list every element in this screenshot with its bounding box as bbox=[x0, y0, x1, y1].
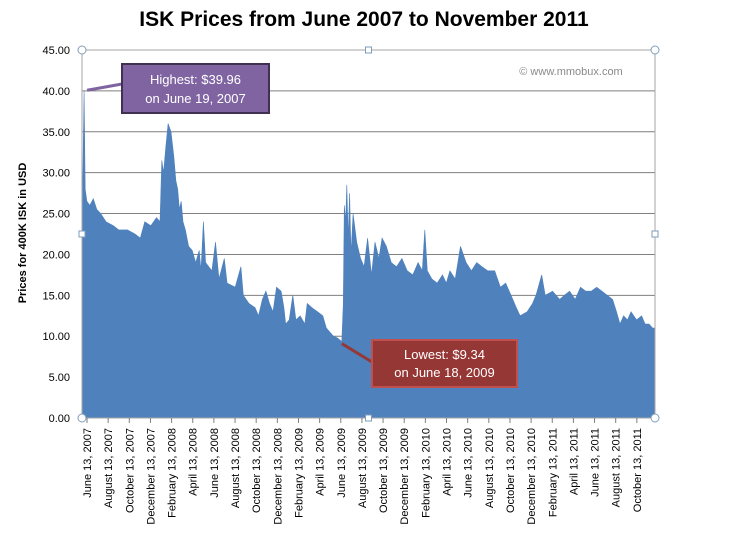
corner-resize-handle[interactable] bbox=[650, 413, 660, 423]
edge-resize-handle[interactable] bbox=[78, 230, 86, 238]
x-tick-label: June 13, 2011 bbox=[590, 428, 602, 497]
edge-resize-handle[interactable] bbox=[365, 414, 372, 422]
chart-title: ISK Prices from June 2007 to November 20… bbox=[139, 8, 589, 31]
x-tick-label: October 13, 2008 bbox=[251, 428, 263, 513]
x-tick-label: April 13, 2010 bbox=[442, 428, 454, 496]
y-tick-label: 10.00 bbox=[42, 331, 70, 343]
x-tick-label: August 13, 2007 bbox=[103, 428, 115, 508]
y-tick-label: 25.00 bbox=[42, 209, 70, 221]
x-tick-label: October 13, 2009 bbox=[378, 428, 390, 513]
lowest-callout-leader bbox=[341, 342, 373, 364]
y-tick-label: 40.00 bbox=[42, 86, 70, 98]
x-tick-label: December 13, 2008 bbox=[272, 428, 284, 525]
corner-resize-handle[interactable] bbox=[77, 413, 87, 423]
edge-resize-handle[interactable] bbox=[365, 46, 372, 54]
x-tick-label: June 13, 2008 bbox=[209, 428, 221, 498]
highest-callout-leader bbox=[86, 82, 123, 92]
y-tick-label: 30.00 bbox=[42, 168, 70, 180]
y-tick-label: 35.00 bbox=[42, 127, 70, 139]
x-tick-label: October 13, 2011 bbox=[632, 428, 644, 512]
highest-callout-box bbox=[121, 63, 270, 114]
y-tick-label: 15.00 bbox=[42, 290, 70, 302]
x-tick-label: February 13, 2009 bbox=[293, 428, 305, 518]
x-tick-label: August 13, 2008 bbox=[230, 428, 242, 508]
x-tick-label: June 13, 2007 bbox=[82, 428, 94, 498]
x-tick-label: April 13, 2009 bbox=[315, 428, 327, 496]
highest-callout-value: Highest: $39.96 bbox=[150, 72, 241, 87]
lowest-callout-value: Lowest: $9.34 bbox=[404, 347, 485, 362]
x-tick-label: February 13, 2010 bbox=[420, 428, 432, 518]
x-tick-label: December 13, 2010 bbox=[526, 428, 538, 525]
x-tick-label: June 13, 2010 bbox=[463, 428, 475, 498]
lowest-callout-box bbox=[371, 339, 518, 388]
watermark-text: © www.mmobux.com bbox=[519, 66, 622, 78]
x-tick-label: December 13, 2009 bbox=[399, 428, 411, 525]
x-tick-label: June 13, 2009 bbox=[336, 428, 348, 498]
price-area-series bbox=[81, 91, 656, 419]
corner-resize-handle[interactable] bbox=[77, 45, 87, 55]
x-tick-label: December 13, 2007 bbox=[145, 428, 157, 525]
x-tick-label: August 13, 2010 bbox=[484, 428, 496, 508]
y-tick-label: 5.00 bbox=[49, 372, 70, 384]
lowest-callout-date: on June 18, 2009 bbox=[394, 365, 494, 380]
lowest-callout: Lowest: $9.34 on June 18, 2009 bbox=[341, 339, 518, 388]
x-tick-label: April 13, 2011 bbox=[568, 428, 580, 495]
edge-resize-handle[interactable] bbox=[651, 230, 659, 238]
y-axis-label: Prices for 400K ISK in USD bbox=[17, 163, 29, 304]
x-tick-label: August 13, 2011 bbox=[611, 428, 623, 507]
y-axis-ticks: 0.00 5.00 10.00 15.00 20.00 25.00 30.00 35.00 40… bbox=[42, 45, 70, 425]
x-tick-label: August 13, 2009 bbox=[357, 428, 369, 508]
y-tick-label: 20.00 bbox=[42, 249, 70, 261]
x-tick-label: October 13, 2010 bbox=[505, 428, 517, 513]
x-tick-label: October 13, 2007 bbox=[124, 428, 136, 513]
x-axis-ticks: June 13, 2007 August 13, 2007 October 13, … bbox=[82, 418, 644, 525]
x-tick-label: February 13, 2008 bbox=[167, 428, 179, 518]
highest-callout: Highest: $39.96 on June 19, 2007 bbox=[86, 63, 270, 114]
y-tick-label: 45.00 bbox=[42, 45, 70, 57]
y-tick-label: 0.00 bbox=[49, 413, 70, 425]
x-tick-label: February 13, 2011 bbox=[547, 428, 559, 517]
x-tick-label: April 13, 2008 bbox=[188, 428, 200, 496]
corner-resize-handle[interactable] bbox=[650, 45, 660, 55]
selection-handles[interactable] bbox=[77, 45, 660, 423]
highest-callout-date: on June 19, 2007 bbox=[145, 91, 245, 106]
